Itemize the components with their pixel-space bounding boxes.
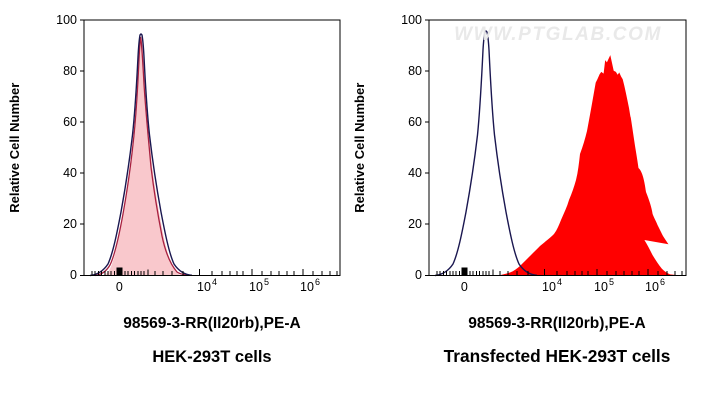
svg-text:WWW.PTGLAB.COM: WWW.PTGLAB.COM <box>454 24 662 45</box>
svg-text:100: 100 <box>401 13 422 27</box>
svg-text:0: 0 <box>70 268 77 282</box>
svg-text:20: 20 <box>408 217 422 231</box>
svg-text:10: 10 <box>594 280 608 294</box>
svg-text:4: 4 <box>557 277 562 287</box>
svg-text:0: 0 <box>461 280 468 294</box>
svg-text:6: 6 <box>315 277 320 287</box>
svg-text:10: 10 <box>645 280 659 294</box>
svg-text:60: 60 <box>408 115 422 129</box>
svg-text:Relative Cell Number: Relative Cell Number <box>352 83 367 213</box>
svg-text:5: 5 <box>264 277 269 287</box>
svg-text:80: 80 <box>408 64 422 78</box>
svg-text:5: 5 <box>609 277 614 287</box>
svg-text:80: 80 <box>63 64 77 78</box>
svg-text:10: 10 <box>197 280 211 294</box>
svg-text:10: 10 <box>300 280 314 294</box>
svg-text:Transfected HEK-293T cells: Transfected HEK-293T cells <box>444 346 671 366</box>
svg-text:40: 40 <box>63 166 77 180</box>
svg-text:6: 6 <box>660 277 665 287</box>
svg-text:100: 100 <box>56 13 77 27</box>
svg-text:Relative Cell Number: Relative Cell Number <box>7 83 22 213</box>
svg-text:98569-3-RR(Il20rb),PE-A: 98569-3-RR(Il20rb),PE-A <box>468 315 645 332</box>
svg-text:98569-3-RR(Il20rb),PE-A: 98569-3-RR(Il20rb),PE-A <box>123 315 300 332</box>
svg-text:0: 0 <box>116 280 123 294</box>
svg-text:20: 20 <box>63 217 77 231</box>
svg-text:10: 10 <box>542 280 556 294</box>
svg-text:HEK-293T cells: HEK-293T cells <box>152 348 271 366</box>
svg-text:0: 0 <box>415 268 422 282</box>
svg-text:60: 60 <box>63 115 77 129</box>
svg-text:40: 40 <box>408 166 422 180</box>
svg-text:4: 4 <box>212 277 217 287</box>
svg-text:10: 10 <box>249 280 263 294</box>
